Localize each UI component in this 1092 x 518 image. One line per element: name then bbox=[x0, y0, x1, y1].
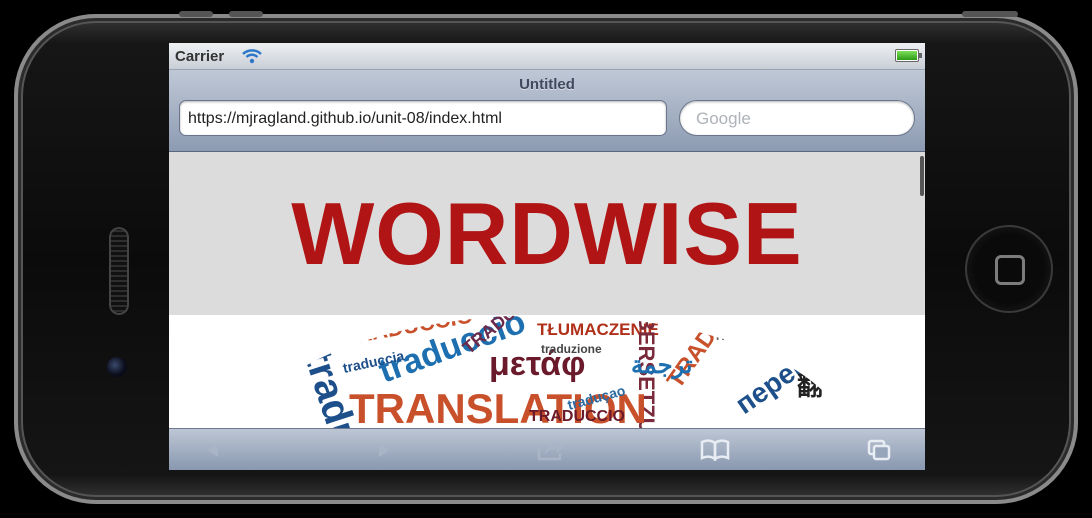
power-button bbox=[962, 11, 1018, 17]
front-camera bbox=[107, 357, 127, 377]
cloud-word: TRADUÇÃO bbox=[714, 328, 783, 343]
home-button[interactable] bbox=[965, 225, 1053, 313]
tabs-button[interactable] bbox=[849, 429, 909, 470]
tabs-icon bbox=[867, 439, 891, 460]
bookmarks-button[interactable] bbox=[685, 429, 745, 470]
search-input[interactable]: Google bbox=[679, 100, 915, 136]
back-icon bbox=[207, 442, 218, 457]
earpiece-speaker bbox=[109, 227, 129, 315]
cloud-word: ترجمة bbox=[631, 352, 693, 380]
share-icon bbox=[537, 440, 564, 460]
home-square-icon bbox=[995, 255, 1025, 285]
screen: Carrier Untitled https://mjragland.githu… bbox=[169, 43, 925, 470]
status-bar: Carrier bbox=[169, 43, 925, 70]
cloud-word: перевод bbox=[730, 328, 843, 420]
cloud-word: TRANSLATION bbox=[349, 385, 647, 430]
bookmarks-icon bbox=[700, 438, 730, 461]
hero-banner: WORDWISE bbox=[169, 152, 925, 315]
browser-toolbar bbox=[169, 428, 925, 470]
cloud-word: μετάφ bbox=[489, 345, 585, 383]
volume-button bbox=[179, 11, 213, 17]
battery-icon bbox=[895, 49, 922, 62]
forward-button[interactable] bbox=[354, 429, 414, 470]
forward-icon bbox=[379, 442, 390, 457]
carrier-label: Carrier bbox=[175, 48, 225, 65]
url-input[interactable]: https://mjragland.github.io/unit-08/inde… bbox=[179, 100, 667, 136]
volume-button bbox=[229, 11, 263, 17]
address-bar: Untitled https://mjragland.github.io/uni… bbox=[169, 70, 925, 152]
cloud-word: 翻 bbox=[797, 371, 823, 401]
scrollbar[interactable] bbox=[920, 156, 924, 196]
web-content: WORDWISE traduccio TRADUCCIÓ traducció t… bbox=[169, 152, 925, 430]
wifi-icon bbox=[242, 49, 262, 64]
page-title: Untitled bbox=[519, 76, 575, 93]
hero-title: WORDWISE bbox=[291, 184, 803, 283]
word-cloud-image: traduccio TRADUCCIÓ traducció traduccia … bbox=[295, 315, 843, 430]
cloud-word: TŁUMACZENIE bbox=[537, 320, 659, 339]
cloud-word: traduzione bbox=[541, 342, 602, 356]
cloud-word: TRADUCCIO bbox=[529, 408, 625, 425]
back-button[interactable] bbox=[183, 429, 243, 470]
cloud-word: BERSETZUNG bbox=[634, 315, 659, 430]
share-button[interactable] bbox=[521, 429, 581, 470]
